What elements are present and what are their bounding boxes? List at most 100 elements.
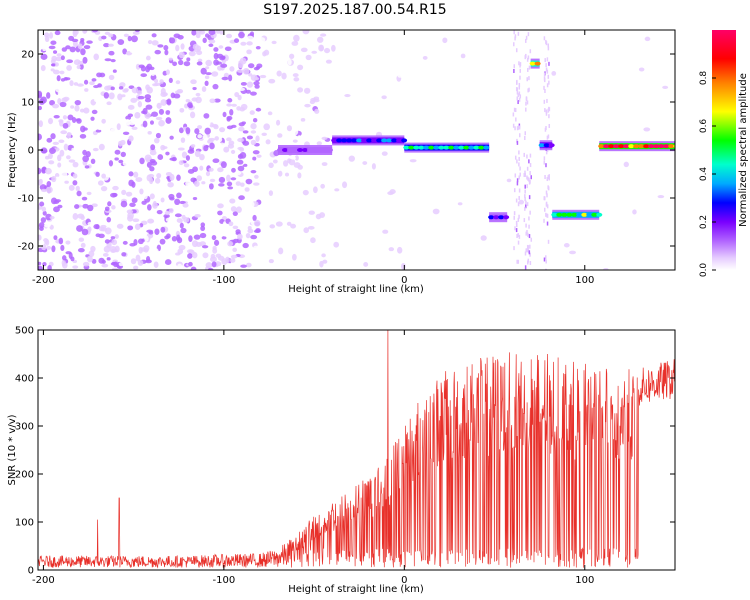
spectrogram-cell bbox=[103, 43, 110, 48]
spectrogram-cell bbox=[516, 96, 519, 101]
spectrogram-cell bbox=[64, 77, 71, 81]
spectrogram-cell bbox=[153, 261, 159, 269]
spectrogram-cell bbox=[334, 188, 340, 192]
spectrogram-cell bbox=[237, 61, 244, 69]
spectrogram-cell bbox=[57, 204, 63, 209]
spectrogram-cell bbox=[371, 71, 377, 76]
spectrogram-cell bbox=[84, 165, 90, 169]
spectrogram-cell bbox=[195, 92, 201, 97]
spectrogram-cell bbox=[153, 137, 160, 144]
spectrogram-cell bbox=[189, 120, 196, 125]
spectrogram-cell bbox=[219, 30, 224, 35]
spectrogram-cell bbox=[291, 128, 299, 136]
spectrogram-cell bbox=[316, 141, 322, 146]
spectrogram-ridge-peak bbox=[292, 148, 299, 152]
spectrogram-cell bbox=[518, 125, 521, 130]
spectrogram-cell bbox=[69, 150, 76, 157]
spectrogram-cell bbox=[82, 261, 90, 267]
spectrogram-ridge-peak bbox=[548, 143, 555, 148]
spectrogram-cell bbox=[303, 227, 310, 234]
spectrogram-ridge-peak bbox=[371, 138, 378, 143]
spectrogram-cell bbox=[192, 251, 198, 259]
spectrogram-cell bbox=[204, 33, 210, 38]
spectrogram-cell bbox=[218, 142, 225, 147]
spectrogram-cell bbox=[524, 251, 527, 256]
spectrogram-cell bbox=[74, 204, 80, 209]
spectrogram-cell bbox=[278, 124, 285, 129]
spectrogram-cell bbox=[159, 79, 164, 84]
spectrogram-cell bbox=[189, 111, 196, 119]
spectrogram-cell bbox=[38, 105, 43, 111]
spectrogram-cell bbox=[82, 30, 88, 34]
spectrogram-cell bbox=[172, 61, 178, 67]
spectrogram-cell bbox=[84, 88, 89, 92]
spectrogram-cell bbox=[179, 222, 184, 229]
spectrogram-cell bbox=[165, 117, 172, 124]
spectrogram-cell bbox=[91, 78, 97, 82]
spectrogram-ridge-peak bbox=[423, 145, 430, 150]
spectrogram-cell bbox=[100, 227, 107, 232]
spectrogram-cell bbox=[205, 66, 210, 70]
spectrogram-cell bbox=[240, 41, 247, 46]
spectrogram-cell bbox=[517, 217, 520, 222]
spectrogram-cell bbox=[516, 181, 519, 186]
spectrogram-cell bbox=[229, 108, 234, 116]
spectrogram-cell bbox=[527, 67, 529, 72]
spectrogram-cell bbox=[208, 183, 214, 190]
spectrogram-cell bbox=[230, 149, 236, 154]
spectrogram-cell bbox=[290, 223, 297, 229]
spectrogram-cell bbox=[75, 185, 80, 192]
spectrogram-ridge-peak bbox=[302, 148, 309, 152]
spectrogram-ridge-peak bbox=[483, 145, 490, 150]
spectrogram-cell bbox=[237, 137, 244, 143]
spectrogram-cell bbox=[50, 63, 56, 67]
spectrogram-cell bbox=[289, 53, 295, 59]
spectrogram-cell bbox=[524, 206, 526, 211]
spectrogram-ridge-peak bbox=[658, 144, 665, 149]
spectrogram-cell bbox=[107, 201, 112, 207]
spectrogram-cell bbox=[72, 180, 78, 186]
spectrogram-cell bbox=[261, 132, 267, 136]
spectrogram-cell bbox=[174, 198, 181, 206]
spectrogram-cell bbox=[234, 91, 240, 98]
spectrogram-cell bbox=[122, 131, 130, 136]
spectrogram-cell bbox=[527, 232, 529, 237]
spectrogram-cell bbox=[250, 130, 257, 134]
spectrogram-cell bbox=[52, 69, 60, 75]
spectrogram-cell bbox=[168, 44, 175, 52]
spectrogram-cell bbox=[95, 129, 102, 133]
spectrogram-ridge-peak bbox=[538, 143, 545, 148]
spectrogram-cell bbox=[516, 223, 518, 228]
spectrogram-cell bbox=[517, 240, 520, 245]
spectrogram-cell bbox=[164, 259, 172, 266]
spectrogram-cell bbox=[217, 203, 224, 209]
spectrogram-cell bbox=[50, 68, 55, 72]
spectrogram-ridge-peak bbox=[551, 212, 558, 217]
spectrogram-cell bbox=[168, 57, 173, 61]
spectrogram-cell bbox=[82, 155, 90, 163]
spectrogram-cell bbox=[42, 210, 47, 216]
spectrogram-cell bbox=[90, 158, 96, 164]
colorbar-tick-label: 0.0 bbox=[699, 263, 709, 278]
spectrogram-cell bbox=[130, 258, 137, 265]
spectrogram-cell bbox=[515, 198, 518, 203]
spectrogram-cell bbox=[515, 228, 518, 233]
spectrogram-ridge-peak bbox=[346, 138, 353, 143]
spectrogram-cell bbox=[67, 114, 74, 121]
spectrogram-cell bbox=[524, 131, 526, 136]
spectrogram-cell bbox=[208, 30, 216, 36]
spectrogram-cell bbox=[252, 214, 257, 222]
spectrogram-ridge-peak bbox=[401, 138, 408, 143]
spectrogram-cell bbox=[38, 167, 42, 175]
spectrogram-cell bbox=[176, 192, 182, 199]
spectrogram-cell bbox=[122, 160, 129, 167]
spectrogram-cell bbox=[506, 178, 512, 183]
spectrogram-cell bbox=[76, 83, 84, 87]
spectrogram-cell bbox=[513, 188, 516, 193]
spectrogram-cell bbox=[179, 107, 185, 113]
spectrogram-cell bbox=[603, 98, 610, 105]
spectrogram-cell bbox=[202, 37, 207, 44]
spectrogram-cell bbox=[409, 159, 417, 163]
spectrogram-cell bbox=[426, 249, 431, 255]
spectrogram-cell bbox=[131, 87, 139, 94]
